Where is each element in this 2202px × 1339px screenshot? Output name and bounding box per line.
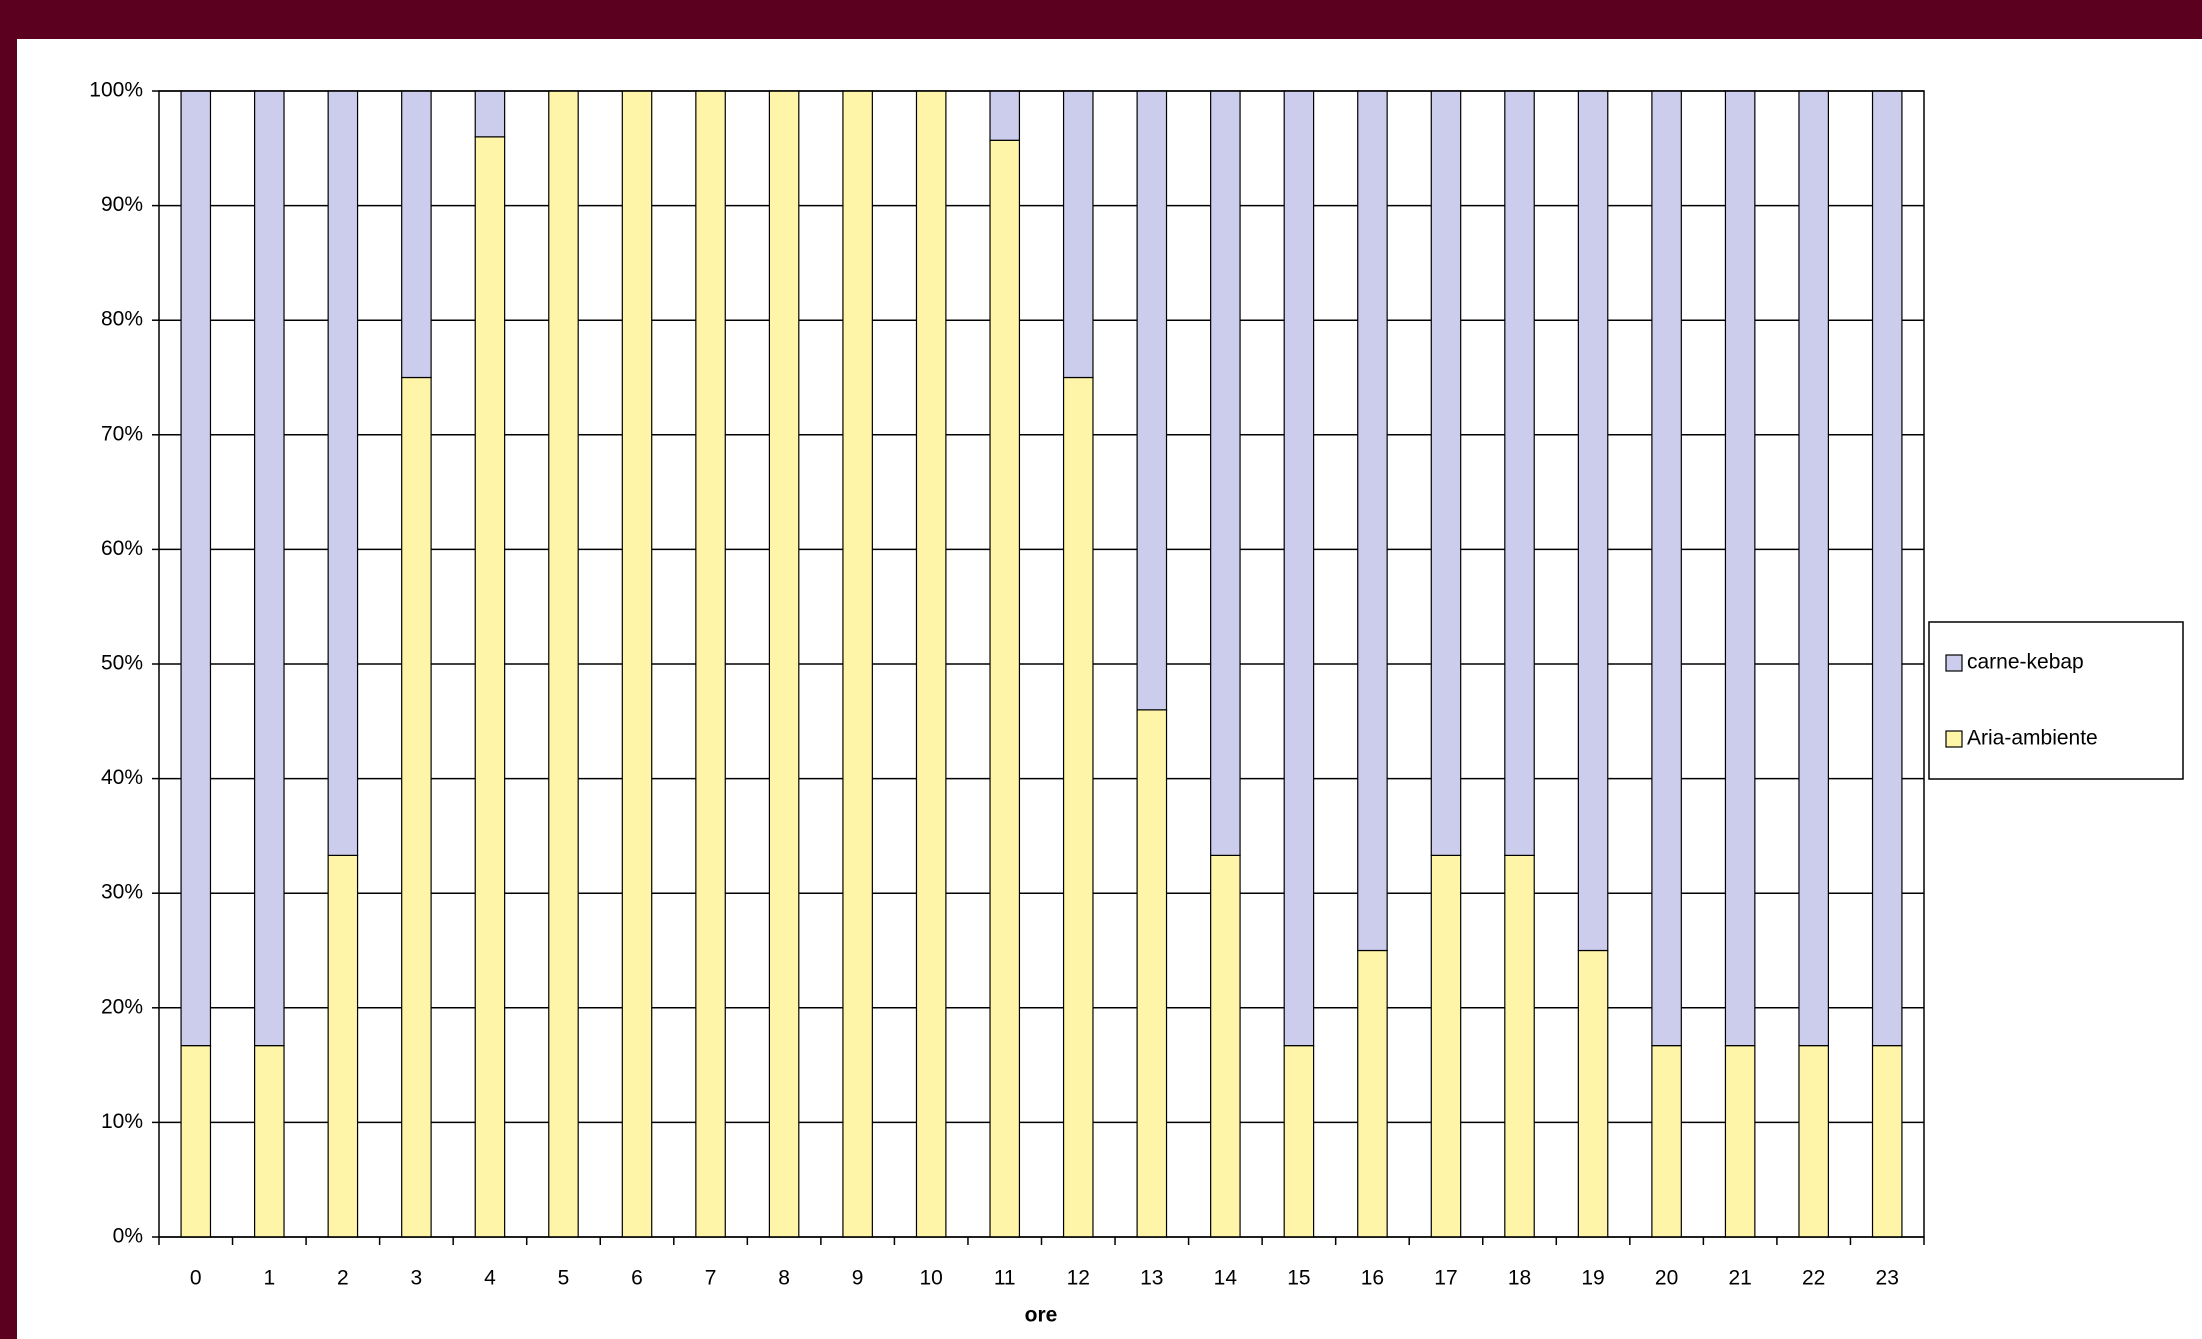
bar-segment [1724, 90, 1756, 1047]
y-tick-label: 100% [89, 79, 143, 102]
x-tick-label: 16 [1361, 1267, 1384, 1290]
legend-label: carne-kebap [1967, 651, 2084, 674]
legend-swatch [1945, 654, 1963, 672]
x-tick-label: 7 [705, 1267, 717, 1290]
y-tick-label: 60% [101, 537, 143, 560]
plot-frame [158, 90, 1925, 1238]
x-tick-label: 17 [1434, 1267, 1457, 1290]
x-tick-label: 13 [1140, 1267, 1163, 1290]
bar-segment [621, 90, 653, 1238]
bar-segment [1504, 854, 1535, 1238]
bar-segment [1430, 90, 1462, 856]
bar-segment [327, 90, 359, 856]
bar-segment [180, 1045, 212, 1238]
bar-segment [1651, 90, 1682, 1047]
legend-swatch [1945, 730, 1963, 748]
bar-segment [1871, 1045, 1903, 1238]
y-tick-label: 80% [101, 308, 143, 331]
x-tick-label: 1 [263, 1267, 275, 1290]
x-tick-label: 22 [1802, 1267, 1825, 1290]
x-tick-label: 6 [631, 1267, 643, 1290]
bar-segment [1136, 709, 1168, 1238]
bar-segment [768, 90, 800, 1238]
x-tick-label: 9 [852, 1267, 864, 1290]
bar-segment [1430, 854, 1462, 1238]
y-tick-label: 40% [101, 766, 143, 789]
bar-segment [327, 854, 359, 1238]
bar-segment [401, 90, 432, 379]
bar-segment [1577, 90, 1609, 952]
bar-segment [474, 90, 506, 138]
bar-segment [401, 376, 432, 1238]
y-tick-label: 90% [101, 193, 143, 216]
x-tick-label: 5 [558, 1267, 570, 1290]
bar-segment [989, 139, 1021, 1238]
bar-segment [1210, 854, 1241, 1238]
x-tick-label: 12 [1067, 1267, 1090, 1290]
x-tick-label: 14 [1214, 1267, 1238, 1290]
bar-segment [1357, 949, 1388, 1238]
x-tick-label: 11 [994, 1267, 1016, 1290]
x-tick-label: 8 [778, 1267, 790, 1290]
bar-segment [1724, 1045, 1756, 1238]
x-tick-label: 3 [411, 1267, 423, 1290]
x-tick-label: 18 [1508, 1267, 1531, 1290]
bar-segment [474, 136, 506, 1238]
bar-segment [180, 90, 212, 1047]
bar-segment [695, 90, 726, 1238]
x-tick-label: 20 [1655, 1267, 1678, 1290]
bar-segment [989, 90, 1021, 141]
bar-segment [1283, 90, 1315, 1047]
bar-segment [915, 90, 947, 1238]
bar-segment [1577, 949, 1609, 1238]
bar-segment [1871, 90, 1903, 1047]
y-tick-label: 20% [101, 995, 143, 1018]
bar-segment [1357, 90, 1388, 952]
x-axis-label: ore [1025, 1304, 1058, 1327]
y-tick-label: 50% [101, 652, 143, 675]
legend-label: Aria-ambiente [1967, 727, 2098, 750]
bar-segment [1798, 90, 1829, 1047]
bar-segment [1651, 1045, 1682, 1238]
x-tick-label: 21 [1728, 1267, 1751, 1290]
bar-segment [1504, 90, 1535, 856]
bar-segment [254, 1045, 285, 1238]
bar-segment [1798, 1045, 1829, 1238]
x-tick-label: 23 [1876, 1267, 1899, 1290]
bar-segment [1062, 90, 1094, 379]
x-tick-label: 2 [337, 1267, 349, 1290]
x-tick-label: 19 [1581, 1267, 1604, 1290]
x-tick-label: 4 [484, 1267, 496, 1290]
bar-segment [254, 90, 285, 1047]
x-tick-label: 15 [1287, 1267, 1310, 1290]
x-tick-label: 0 [190, 1267, 202, 1290]
y-tick-label: 10% [101, 1110, 143, 1133]
y-tick-label: 0% [113, 1225, 143, 1248]
bar-segment [1283, 1045, 1315, 1238]
bar-segment [548, 90, 579, 1238]
legend-box [1928, 621, 2184, 780]
y-tick-label: 70% [101, 422, 143, 445]
bar-segment [1210, 90, 1241, 856]
bar-segment [1062, 376, 1094, 1238]
bar-segment [842, 90, 873, 1238]
x-tick-label: 10 [920, 1267, 943, 1290]
y-tick-label: 30% [101, 881, 143, 904]
bar-segment [1136, 90, 1168, 711]
